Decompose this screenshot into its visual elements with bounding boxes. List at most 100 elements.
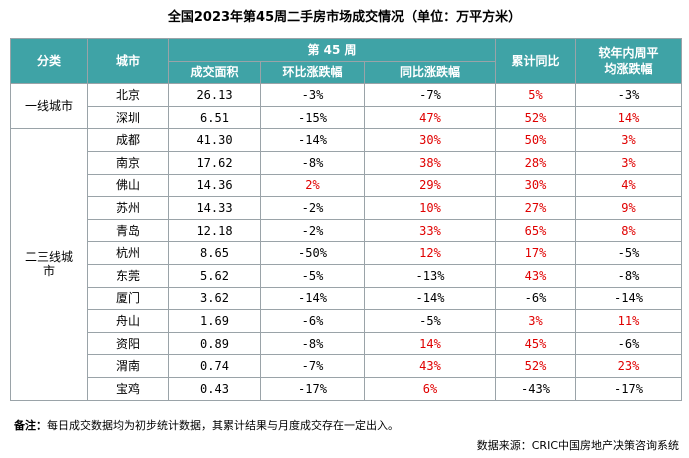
cell-mom: -17%: [260, 376, 365, 401]
cell-city: 杭州: [87, 241, 169, 265]
cell-mom: -8%: [260, 150, 365, 175]
cell-mom: -5%: [260, 263, 365, 288]
table-row: 佛山 14.36 2% 29% 30% 4%: [11, 173, 682, 198]
header-volume: 成交面积: [168, 60, 261, 85]
table-row: 资阳 0.89 -8% 14% 45% -6%: [11, 331, 682, 356]
cell-city: 宝鸡: [87, 376, 169, 401]
cell-volume: 1.69: [168, 309, 261, 333]
cell-yoy: 33%: [364, 218, 496, 243]
cell-volume: 17.62: [168, 150, 261, 175]
cell-ytd: 28%: [495, 150, 576, 175]
cell-weekly-avg: -6%: [575, 331, 682, 356]
header-weekly-avg-line2: 均涨跌幅: [604, 62, 653, 77]
cell-ytd: -43%: [495, 376, 576, 401]
header-mom: 环比涨跌幅: [260, 60, 365, 85]
cell-ytd: 3%: [495, 309, 576, 333]
cell-yoy: 38%: [364, 150, 496, 175]
cell-weekly-avg: 14%: [575, 105, 682, 130]
cell-city: 资阳: [87, 331, 169, 356]
cell-city: 舟山: [87, 309, 169, 333]
cell-yoy: 10%: [364, 196, 496, 220]
footnote: 备注：每日成交数据均为初步统计数据，其累计结果与月度成交存在一定出入。: [14, 417, 399, 433]
footnote-text: 每日成交数据均为初步统计数据，其累计结果与月度成交存在一定出入。: [47, 419, 399, 432]
cell-weekly-avg: 4%: [575, 173, 682, 198]
cell-volume: 6.51: [168, 105, 261, 130]
cell-yoy: -7%: [364, 83, 496, 107]
cell-volume: 14.33: [168, 196, 261, 220]
footnote-label: 备注：: [14, 419, 47, 432]
cell-yoy: 12%: [364, 241, 496, 265]
cell-city: 南京: [87, 150, 169, 175]
cell-weekly-avg: 3%: [575, 128, 682, 152]
cell-city: 苏州: [87, 196, 169, 220]
cell-yoy: -5%: [364, 309, 496, 333]
cell-weekly-avg: -3%: [575, 83, 682, 107]
table-row: 渭南 0.74 -7% 43% 52% 23%: [11, 354, 682, 378]
cell-mom: -2%: [260, 218, 365, 243]
data-source: 数据来源：CRIC中国房地产决策咨询系统: [476, 439, 679, 452]
table-row: 深圳 6.51 -15% 47% 52% 14%: [11, 105, 682, 130]
cell-weekly-avg: 23%: [575, 354, 682, 378]
cell-mom: -6%: [260, 309, 365, 333]
cell-mom: -50%: [260, 241, 365, 265]
transaction-table: 分类 城市 第 45 周 累计同比 较年内周平 均涨跌幅 成交面积 环比涨跌幅 …: [10, 37, 682, 401]
cell-weekly-avg: 9%: [575, 196, 682, 220]
table-body: 一线城市 北京 26.13 -3% -7% 5% -3% 深圳 6.51 -15% 47% 52% 14…: [10, 83, 682, 401]
cell-ytd: 27%: [495, 196, 576, 220]
table-row: 宝鸡 0.43 -17% 6% -43% -17%: [11, 376, 682, 401]
table-row: 厦门 3.62 -14% -14% -6% -14%: [11, 286, 682, 311]
cell-yoy: 29%: [364, 173, 496, 198]
cell-city: 成都: [87, 128, 169, 152]
cell-ytd: -6%: [495, 286, 576, 311]
cell-ytd: 17%: [495, 241, 576, 265]
cell-weekly-avg: 8%: [575, 218, 682, 243]
cell-mom: -3%: [260, 83, 365, 107]
cell-weekly-avg: 3%: [575, 150, 682, 175]
cell-mom: -2%: [260, 196, 365, 220]
cell-city: 厦门: [87, 286, 169, 311]
cell-volume: 12.18: [168, 218, 261, 243]
cell-ytd: 30%: [495, 173, 576, 198]
cell-yoy: 6%: [364, 376, 496, 401]
cell-weekly-avg: -8%: [575, 263, 682, 288]
cell-ytd: 52%: [495, 354, 576, 378]
cell-volume: 0.43: [168, 376, 261, 401]
cell-weekly-avg: -5%: [575, 241, 682, 265]
header-ytd: 累计同比: [495, 37, 576, 85]
table-row: 一线城市 北京 26.13 -3% -7% 5% -3%: [10, 83, 682, 130]
cell-mom: -15%: [260, 105, 365, 130]
tier-label: 二三线城市: [10, 128, 88, 401]
cell-mom: -8%: [260, 331, 365, 356]
table-title: 全国2023年第45周二手房市场成交情况（单位：万平方米）: [167, 10, 522, 25]
cell-yoy: 30%: [364, 128, 496, 152]
cell-city: 北京: [87, 83, 169, 107]
cell-city: 渭南: [87, 354, 169, 378]
cell-ytd: 50%: [495, 128, 576, 152]
table-row: 舟山 1.69 -6% -5% 3% 11%: [11, 309, 682, 333]
header-week: 第 45 周: [168, 38, 496, 62]
header-category: 分类: [10, 37, 88, 85]
cell-volume: 8.65: [168, 241, 261, 265]
header-weekly-avg: 较年内周平 均涨跌幅: [575, 37, 682, 85]
header-yoy: 同比涨跌幅: [364, 60, 496, 85]
cell-volume: 0.89: [168, 331, 261, 356]
tier-label: 一线城市: [10, 83, 88, 130]
header-city: 城市: [87, 37, 169, 85]
cell-city: 青岛: [87, 218, 169, 243]
cell-mom: 2%: [260, 173, 365, 198]
cell-yoy: 43%: [364, 354, 496, 378]
cell-mom: -7%: [260, 354, 365, 378]
table-row: 南京 17.62 -8% 38% 28% 3%: [11, 150, 682, 175]
cell-yoy: 14%: [364, 331, 496, 356]
cell-yoy: 47%: [364, 105, 496, 130]
cell-weekly-avg: -14%: [575, 286, 682, 311]
table-row: 杭州 8.65 -50% 12% 17% -5%: [11, 241, 682, 265]
cell-ytd: 52%: [495, 105, 576, 130]
cell-ytd: 5%: [495, 83, 576, 107]
cell-city: 佛山: [87, 173, 169, 198]
cell-weekly-avg: 11%: [575, 309, 682, 333]
cell-volume: 0.74: [168, 354, 261, 378]
cell-volume: 5.62: [168, 263, 261, 288]
table-header: 分类 城市 第 45 周 累计同比 较年内周平 均涨跌幅 成交面积 环比涨跌幅 …: [10, 37, 682, 85]
cell-volume: 14.36: [168, 173, 261, 198]
